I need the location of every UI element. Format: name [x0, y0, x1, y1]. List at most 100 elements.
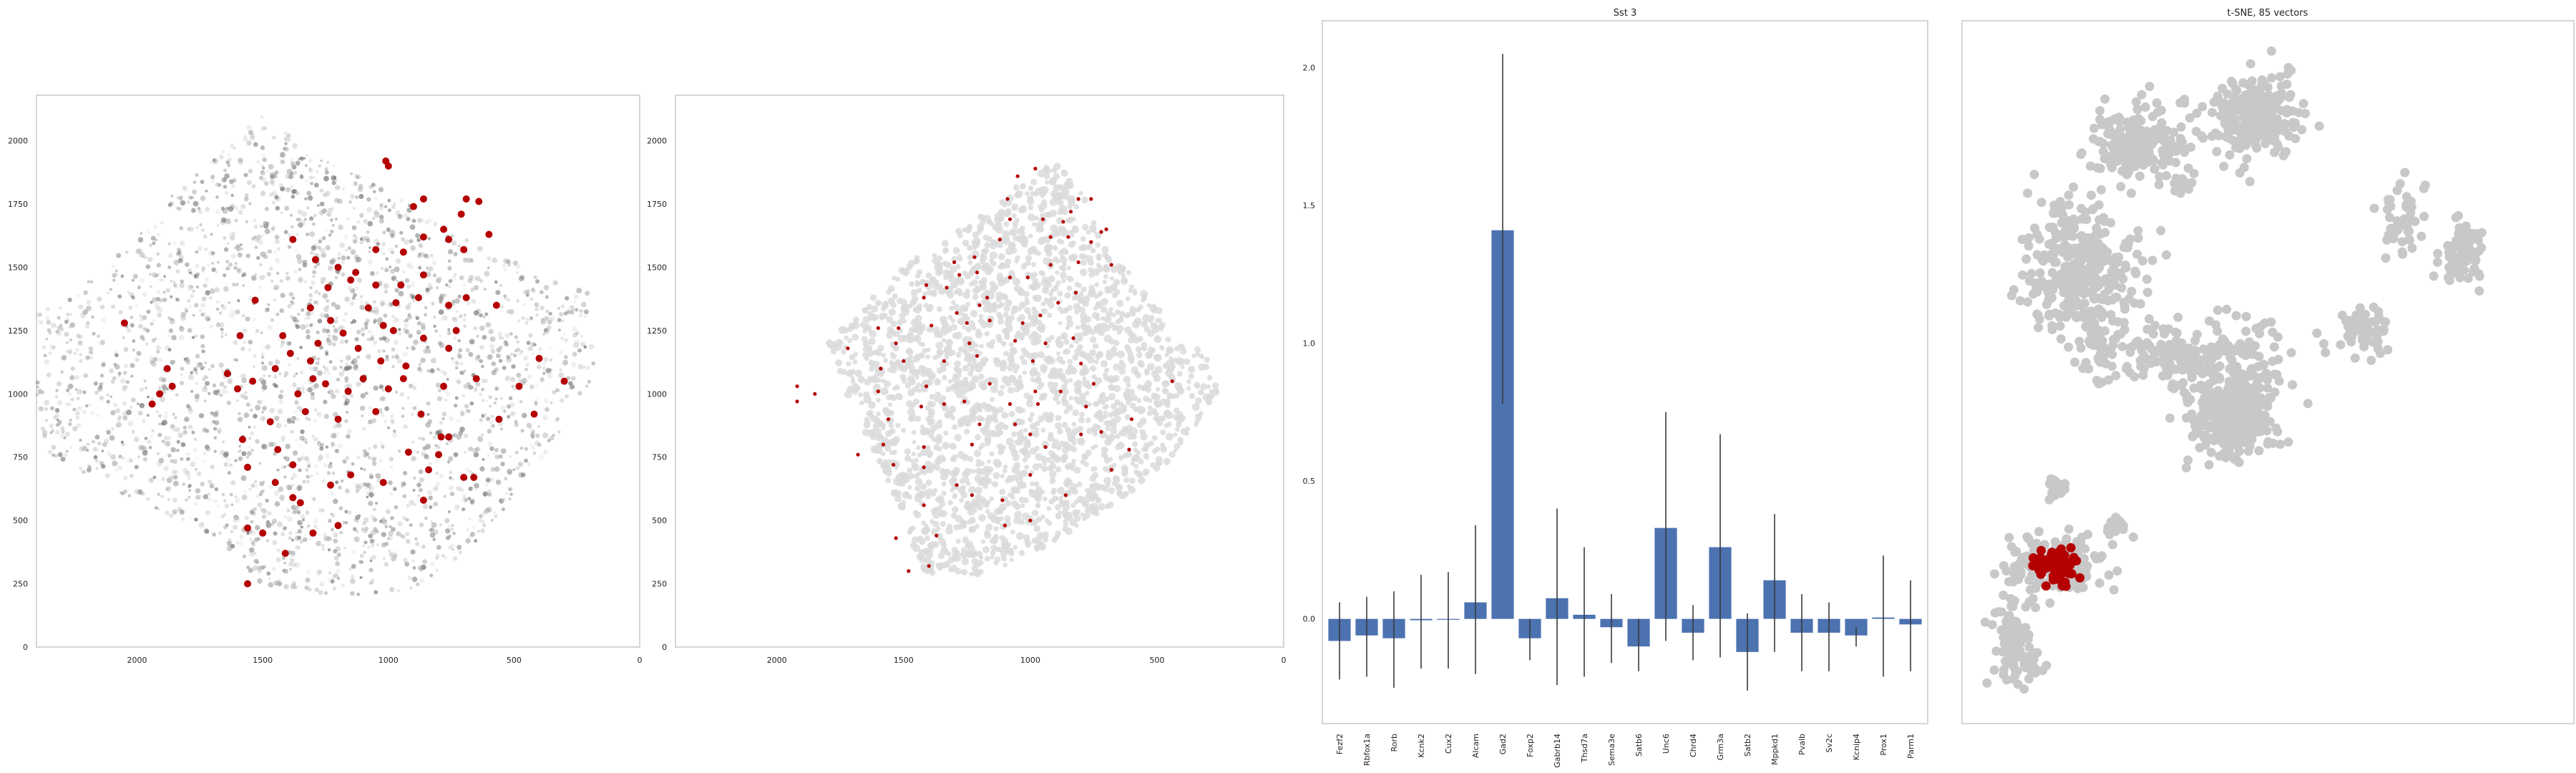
- background-cell: [233, 266, 238, 271]
- highlight-cell: [419, 496, 427, 504]
- background-cell: [366, 337, 371, 341]
- background-cell: [1154, 366, 1163, 374]
- background-cell: [572, 326, 577, 332]
- background-cell: [300, 429, 305, 434]
- background-cell: [971, 558, 979, 565]
- background-cell: [406, 503, 410, 508]
- background-cell: [979, 344, 985, 349]
- background-cell: [299, 174, 303, 178]
- background-cell: [509, 402, 515, 408]
- background-cell: [321, 479, 326, 484]
- background-cell: [960, 568, 968, 575]
- background-cell: [1073, 466, 1081, 475]
- background-cell: [185, 470, 191, 477]
- background-cell: [294, 562, 300, 568]
- background-cell: [253, 218, 257, 222]
- background-cell: [274, 258, 280, 263]
- background-cell: [1085, 229, 1091, 235]
- background-cell: [367, 220, 373, 227]
- background-cell: [173, 259, 180, 266]
- background-cell: [295, 438, 298, 442]
- background-cell: [304, 456, 310, 462]
- background-cell: [942, 329, 948, 336]
- background-cell: [479, 313, 483, 318]
- background-cell: [1031, 510, 1039, 517]
- background-cell: [290, 185, 294, 190]
- background-cell: [167, 436, 172, 441]
- background-cell: [1096, 263, 1101, 268]
- background-cell: [1162, 363, 1169, 369]
- background-cell: [414, 538, 418, 540]
- background-cell: [64, 331, 69, 337]
- highlight-cell: [334, 263, 342, 271]
- background-cell: [940, 510, 947, 517]
- background-cell: [1128, 288, 1133, 293]
- background-cell: [459, 487, 464, 492]
- background-cell: [331, 513, 336, 518]
- background-cell: [1074, 281, 1080, 288]
- background-cell: [1031, 306, 1037, 312]
- background-cell: [435, 556, 439, 560]
- background-cell: [171, 335, 177, 341]
- background-cell: [1001, 375, 1010, 384]
- background-cell: [280, 438, 285, 442]
- background-cell: [502, 263, 506, 268]
- background-cell: [424, 516, 428, 520]
- background-cell: [1080, 512, 1085, 517]
- background-cell: [361, 560, 364, 564]
- background-cell: [186, 404, 190, 409]
- background-cell: [361, 529, 364, 533]
- background-cell: [418, 243, 424, 248]
- background-cell: [532, 452, 537, 455]
- background-cell: [213, 158, 216, 162]
- background-cell: [379, 458, 384, 463]
- background-cell: [280, 531, 286, 537]
- background-cell: [1001, 555, 1007, 562]
- background-cell: [325, 352, 329, 356]
- background-cell: [146, 414, 150, 417]
- background-cell: [167, 498, 170, 502]
- background-cell: [328, 360, 333, 364]
- background-cell: [875, 397, 881, 403]
- background-cell: [1153, 402, 1158, 407]
- background-cell: [195, 381, 199, 386]
- background-cell: [913, 398, 919, 405]
- highlight-cell: [414, 293, 422, 301]
- background-cell: [227, 164, 231, 167]
- background-cell: [133, 273, 138, 279]
- background-cell: [331, 445, 333, 449]
- background-cell: [1091, 220, 1097, 226]
- background-cell: [1033, 525, 1040, 533]
- background-cell: [276, 548, 280, 553]
- background-cell: [268, 374, 271, 378]
- background-cell: [901, 335, 908, 342]
- background-cell: [177, 506, 182, 512]
- background-cell: [909, 299, 917, 306]
- background-cell: [955, 367, 962, 374]
- background-cell: [165, 411, 168, 414]
- background-cell: [1120, 277, 1128, 285]
- background-cell: [93, 454, 98, 460]
- background-cell: [302, 480, 306, 484]
- background-cell: [1020, 347, 1027, 354]
- background-cell: [170, 424, 175, 429]
- background-cell: [148, 243, 152, 248]
- background-cell: [470, 275, 477, 281]
- background-cell: [1060, 454, 1068, 462]
- background-cell: [1113, 278, 1121, 286]
- background-cell: [225, 523, 229, 528]
- background-cell: [1058, 495, 1064, 501]
- background-cell: [874, 442, 883, 451]
- background-cell: [517, 319, 521, 323]
- background-cell: [296, 405, 301, 410]
- background-cell: [288, 536, 293, 540]
- background-cell: [976, 229, 982, 235]
- background-cell: [251, 184, 256, 189]
- background-cell: [494, 447, 499, 452]
- background-cell: [202, 386, 208, 393]
- background-cell: [230, 193, 234, 198]
- background-cell: [127, 291, 130, 294]
- background-cell: [120, 491, 125, 496]
- background-cell: [376, 242, 381, 246]
- background-cell: [271, 567, 277, 572]
